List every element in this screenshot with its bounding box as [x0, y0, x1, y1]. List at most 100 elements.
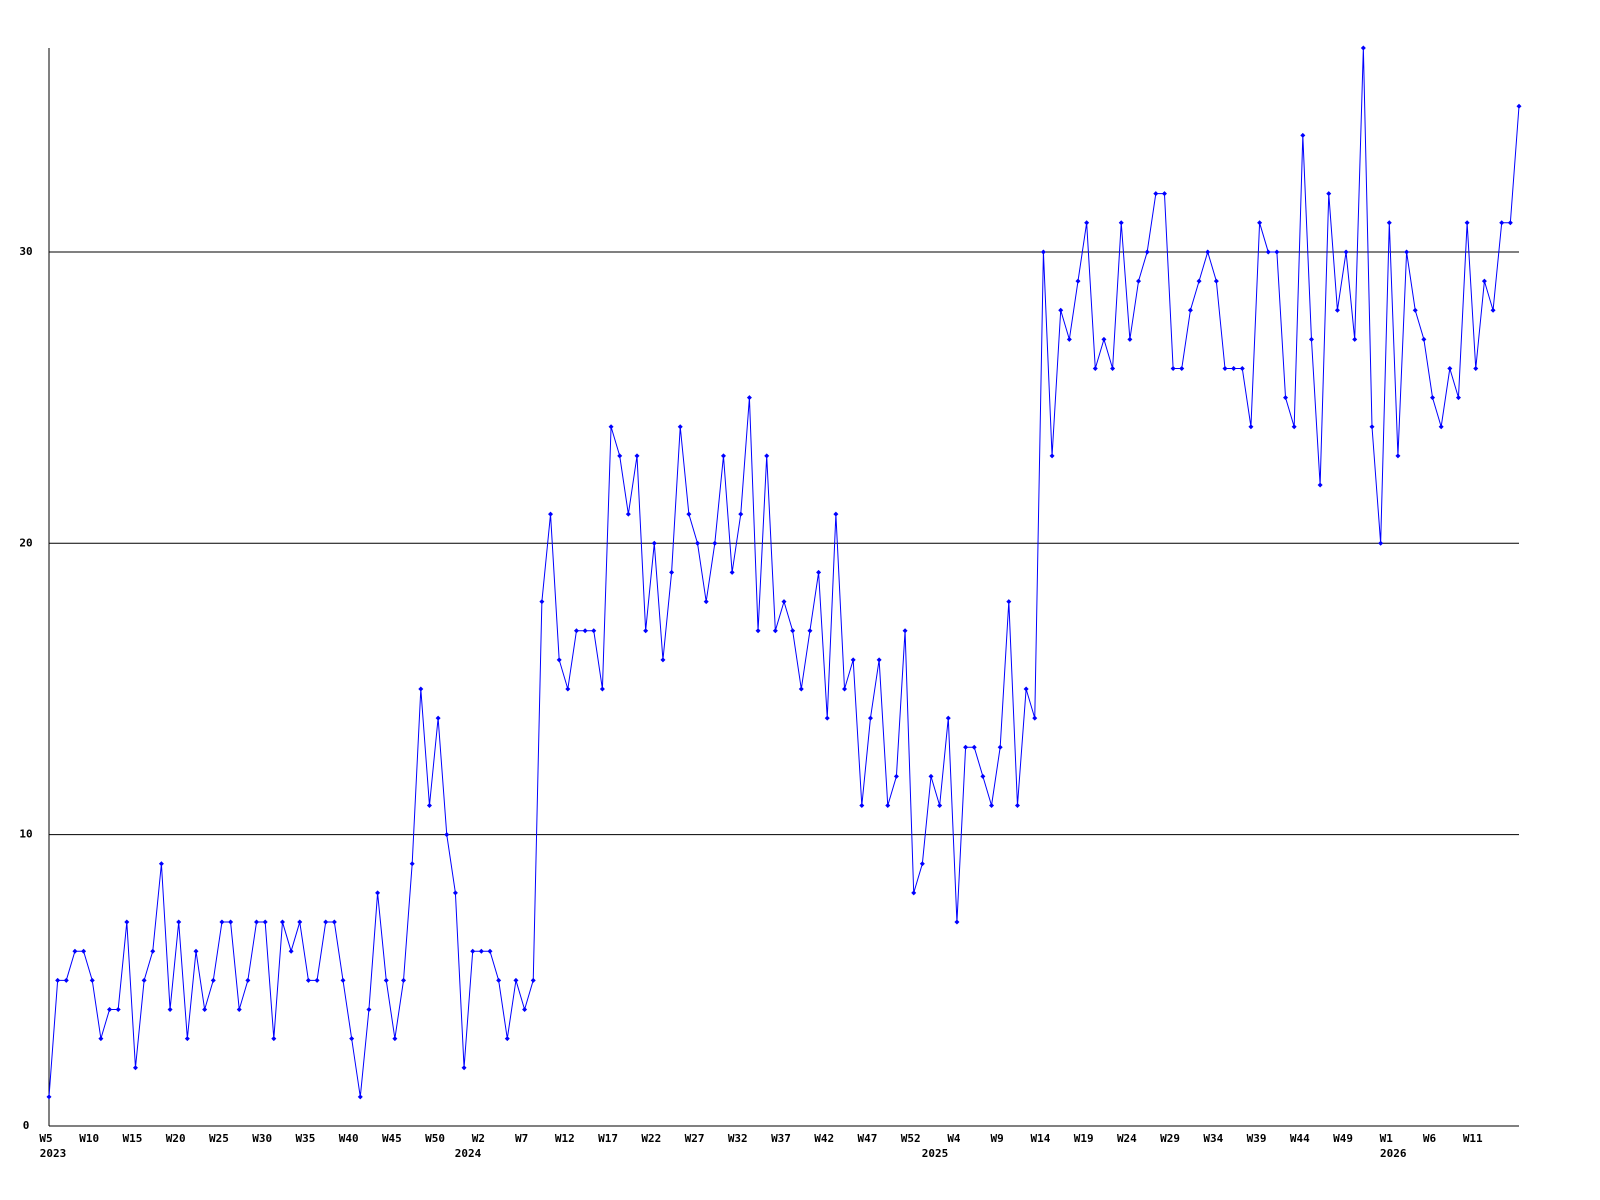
data-point — [885, 803, 891, 809]
data-point — [132, 1065, 138, 1071]
data-point — [1075, 278, 1081, 284]
data-point — [591, 628, 597, 634]
data-point — [573, 628, 579, 634]
data-point — [989, 803, 995, 809]
y-tick-label: 30 — [19, 245, 32, 258]
data-point — [850, 657, 856, 663]
x-tick-label: W49 — [1333, 1132, 1353, 1145]
data-point — [1395, 453, 1401, 459]
data-point — [254, 919, 260, 925]
data-point — [945, 715, 951, 721]
data-point — [963, 744, 969, 750]
x-tick-label: W52 — [901, 1132, 921, 1145]
data-point — [677, 424, 683, 430]
data-point — [1170, 365, 1176, 371]
data-point — [720, 453, 726, 459]
data-point — [651, 540, 657, 546]
data-point — [228, 919, 234, 925]
data-point — [288, 948, 294, 954]
data-point — [669, 569, 675, 575]
data-point — [530, 977, 536, 983]
data-point — [1430, 395, 1436, 401]
data-point — [833, 511, 839, 517]
data-point — [340, 977, 346, 983]
x-tick-label: W24 — [1117, 1132, 1137, 1145]
data-point — [617, 453, 623, 459]
data-point — [1032, 715, 1038, 721]
data-point — [1326, 191, 1332, 197]
data-point — [859, 803, 865, 809]
data-point — [435, 715, 441, 721]
data-point — [1179, 365, 1185, 371]
data-point — [1127, 336, 1133, 342]
x-year-label: 2025 — [922, 1147, 949, 1160]
data-point — [876, 657, 882, 663]
data-point — [807, 628, 813, 634]
data-point — [1136, 278, 1142, 284]
data-point — [1066, 336, 1072, 342]
data-point — [539, 599, 545, 605]
data-point — [150, 948, 156, 954]
data-point — [1438, 424, 1444, 430]
x-tick-label: W1 — [1380, 1132, 1394, 1145]
data-point — [1412, 307, 1418, 313]
data-point — [625, 511, 631, 517]
x-tick-label: W14 — [1030, 1132, 1050, 1145]
data-point — [279, 919, 285, 925]
data-point — [167, 1006, 173, 1012]
x-tick-label: W37 — [771, 1132, 791, 1145]
data-point — [107, 1006, 113, 1012]
data-point — [262, 919, 268, 925]
data-point — [1360, 45, 1366, 51]
data-point — [937, 803, 943, 809]
data-point — [1239, 365, 1245, 371]
data-point — [63, 977, 69, 983]
data-point — [297, 919, 303, 925]
data-point — [1213, 278, 1219, 284]
data-point — [565, 686, 571, 692]
data-point — [349, 1036, 355, 1042]
data-point — [954, 919, 960, 925]
data-point — [1161, 191, 1167, 197]
data-point — [184, 1036, 190, 1042]
data-point — [1300, 132, 1306, 138]
data-point — [660, 657, 666, 663]
data-point — [331, 919, 337, 925]
x-tick-label: W22 — [641, 1132, 661, 1145]
data-point — [115, 1006, 121, 1012]
data-point — [89, 977, 95, 983]
data-point — [496, 977, 502, 983]
data-point — [842, 686, 848, 692]
x-tick-label: W12 — [555, 1132, 575, 1145]
data-point — [634, 453, 640, 459]
x-tick-label: W9 — [991, 1132, 1004, 1145]
data-point — [1222, 365, 1228, 371]
data-point — [461, 1065, 467, 1071]
x-tick-label: W15 — [123, 1132, 143, 1145]
data-point — [1421, 336, 1427, 342]
data-point — [1352, 336, 1358, 342]
data-point — [643, 628, 649, 634]
data-point — [816, 569, 822, 575]
data-point — [1257, 220, 1263, 226]
data-point — [599, 686, 605, 692]
data-point — [124, 919, 130, 925]
data-point — [1040, 249, 1046, 255]
data-point — [764, 453, 770, 459]
data-point — [305, 977, 311, 983]
x-tick-label: W47 — [858, 1132, 878, 1145]
x-tick-label: W45 — [382, 1132, 402, 1145]
data-point — [1084, 220, 1090, 226]
data-point — [548, 511, 554, 517]
data-point — [504, 1036, 510, 1042]
x-tick-label: W50 — [425, 1132, 445, 1145]
data-point — [712, 540, 718, 546]
data-point — [1101, 336, 1107, 342]
x-tick-label: W17 — [598, 1132, 618, 1145]
x-tick-label: W4 — [947, 1132, 961, 1145]
data-point — [210, 977, 216, 983]
data-point — [790, 628, 796, 634]
data-point — [738, 511, 744, 517]
data-point — [746, 395, 752, 401]
